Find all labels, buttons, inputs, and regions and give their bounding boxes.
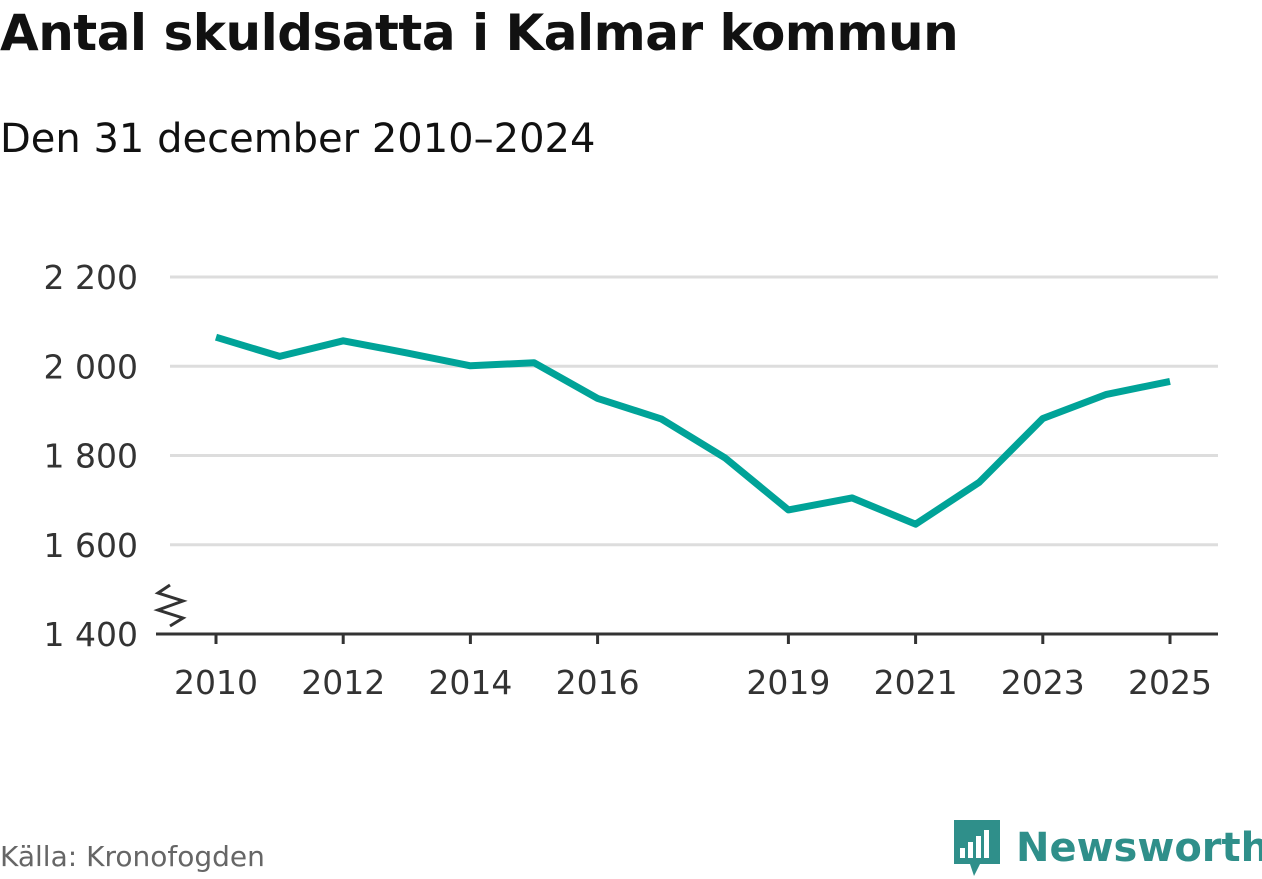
- brand-name: Newsworthy: [1016, 825, 1262, 871]
- x-tick-label: 2012: [301, 663, 385, 702]
- axis-break-icon: [153, 583, 188, 628]
- y-axis-ticks: 2 200 2 000 1 800 1 600 1 400: [44, 258, 138, 654]
- source-note: Källa: Kronofogden: [0, 840, 265, 873]
- y-tick-label: 1 800: [44, 437, 138, 476]
- y-tick-label: 1 600: [44, 526, 138, 565]
- x-tick-label: 2023: [1001, 663, 1085, 702]
- chart-subtitle: Den 31 december 2010–2024: [0, 116, 596, 162]
- series-group: [214, 333, 1171, 528]
- x-tick-label: 2014: [428, 663, 512, 702]
- x-tick-label: 2010: [174, 663, 258, 702]
- x-axis-ticks: 2010 2012 2014 2016 2019 2021 2023 2025: [174, 634, 1212, 702]
- x-tick-label: 2016: [556, 663, 640, 702]
- x-tick-label: 2021: [874, 663, 958, 702]
- y-tick-label: 2 200: [44, 258, 138, 297]
- gridlines: [170, 275, 1218, 547]
- x-tick-label: 2019: [746, 663, 830, 702]
- y-tick-label: 1 400: [44, 615, 138, 654]
- y-tick-label: 2 000: [44, 347, 138, 386]
- series-line: [214, 333, 1171, 528]
- chart-title: Antal skuldsatta i Kalmar kommun: [0, 4, 959, 62]
- newsworthy-logo-icon: [954, 820, 1000, 876]
- brand-logo: Newsworthy: [952, 818, 1262, 878]
- x-tick-label: 2025: [1128, 663, 1212, 702]
